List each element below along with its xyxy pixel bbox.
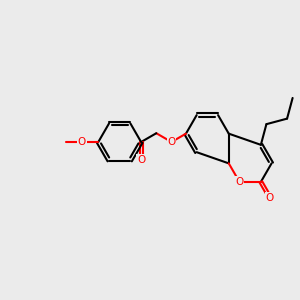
Text: O: O: [266, 193, 274, 203]
Text: O: O: [137, 155, 145, 165]
Text: O: O: [167, 137, 175, 147]
Text: O: O: [77, 137, 86, 147]
Text: O: O: [235, 177, 244, 187]
